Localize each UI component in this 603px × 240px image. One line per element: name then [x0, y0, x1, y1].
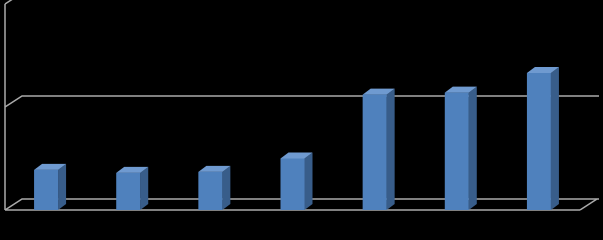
bar-side	[222, 165, 231, 210]
bar-front	[280, 158, 305, 210]
grid-line	[4, 95, 599, 108]
bar	[526, 67, 559, 210]
bar-top	[116, 166, 149, 173]
bar-side	[550, 67, 559, 210]
bar-front	[198, 171, 223, 210]
bar-side	[386, 88, 395, 210]
bar-front	[116, 172, 141, 210]
grid-line	[4, 0, 13, 5]
bar-top	[198, 165, 231, 172]
bar-top	[526, 67, 559, 74]
bar	[280, 152, 313, 210]
bar-front	[34, 169, 59, 210]
bar-front	[526, 73, 551, 210]
bar-front	[444, 92, 469, 210]
bar-side	[58, 163, 67, 210]
bar-side	[304, 152, 313, 210]
bar	[198, 165, 231, 210]
bar-side	[468, 86, 477, 210]
bar-top	[280, 152, 313, 159]
bar-top	[444, 86, 477, 93]
bar-top	[362, 88, 395, 95]
grid-line	[4, 198, 599, 211]
bar	[34, 163, 67, 210]
floor-edge	[579, 198, 598, 211]
bar-side	[140, 166, 149, 210]
bar-front	[362, 94, 387, 210]
bar	[362, 88, 395, 210]
bar-top	[34, 163, 67, 170]
bar	[444, 86, 477, 210]
chart	[4, 0, 599, 211]
bar	[116, 166, 149, 210]
